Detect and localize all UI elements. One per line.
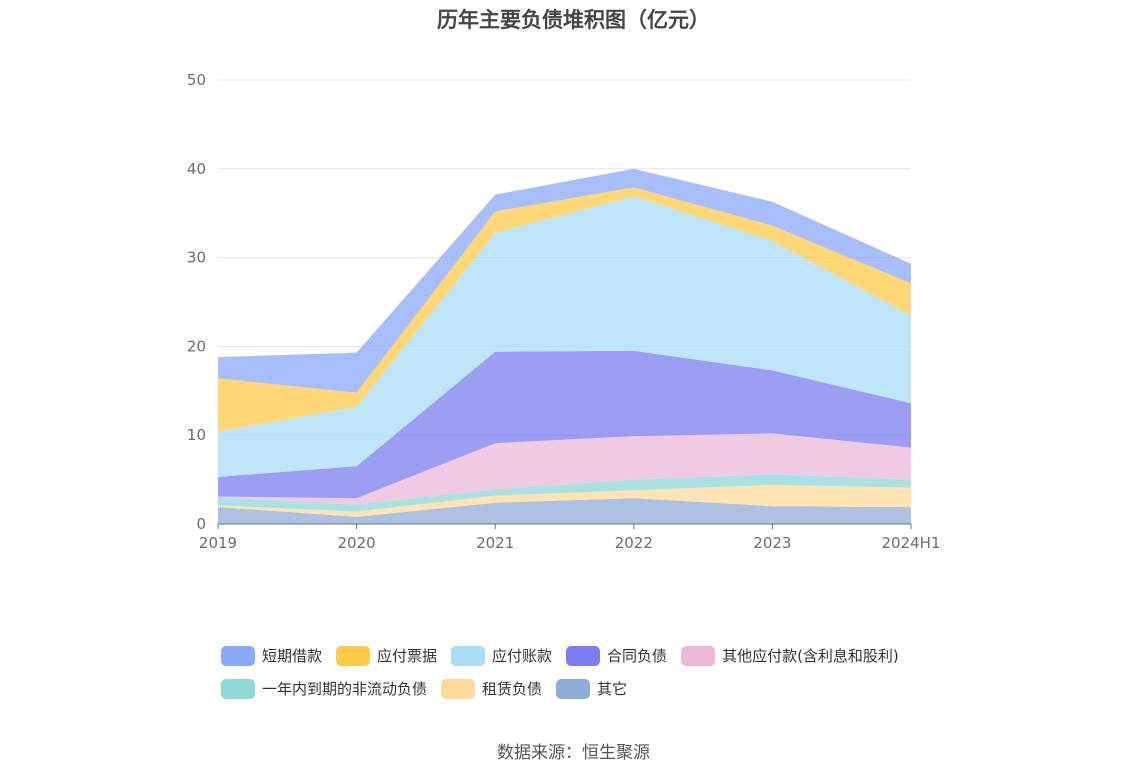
legend-row: 短期借款 应付票据 应付账款 合同负债 其他应付款(含利息和股利)	[221, 639, 1021, 672]
legend-label: 应付账款	[492, 647, 553, 665]
legend-swatch	[336, 645, 371, 666]
y-tick-label: 50	[187, 71, 206, 89]
chart-title: 历年主要负债堆积图（亿元）	[437, 8, 710, 32]
legend-swatch	[451, 645, 486, 666]
legend-swatch	[221, 645, 255, 666]
legend-item[interactable]: 租赁负债	[441, 678, 542, 699]
legend-item[interactable]: 合同负债	[566, 645, 667, 666]
legend-label: 其他应付款(含利息和股利)	[722, 647, 899, 665]
legend-label: 一年内到期的非流动负债	[262, 680, 428, 698]
x-tick-label: 2024H1	[882, 534, 941, 552]
area-series	[218, 196, 911, 477]
legend-label: 应付票据	[377, 647, 438, 665]
y-tick-label: 40	[187, 160, 206, 178]
legend-item[interactable]: 其他应付款(含利息和股利)	[681, 645, 899, 666]
area-series	[218, 168, 911, 393]
legend-label: 其它	[597, 680, 628, 698]
legend-item[interactable]: 其它	[556, 678, 627, 699]
legend-label: 合同负债	[607, 647, 668, 665]
y-tick-label: 30	[187, 249, 206, 267]
data-source: 数据来源：恒生聚源	[497, 743, 650, 763]
legend-item[interactable]: 一年内到期的非流动负债	[221, 678, 427, 699]
x-tick-label: 2021	[476, 534, 514, 552]
legend-swatch	[441, 678, 476, 699]
legend-row: 一年内到期的非流动负债 租赁负债 其它	[221, 672, 1021, 705]
legend: 短期借款 应付票据 应付账款 合同负债 其他应付款(含利息和股利) 一年内到期的非流动负…	[221, 639, 1021, 705]
area-series	[218, 474, 911, 512]
legend-label: 租赁负债	[482, 680, 543, 698]
x-tick-label: 2022	[615, 534, 653, 552]
area-series	[218, 187, 911, 432]
legend-swatch	[556, 678, 591, 699]
area-series	[218, 498, 911, 524]
y-tick-label: 20	[187, 337, 206, 355]
area-series	[218, 350, 911, 499]
legend-item[interactable]: 应付账款	[451, 645, 552, 666]
legend-item[interactable]: 应付票据	[336, 645, 437, 666]
y-tick-label: 10	[187, 426, 206, 444]
x-tick-label: 2023	[753, 534, 791, 552]
legend-swatch	[681, 645, 716, 666]
x-tick-label: 2019	[199, 534, 237, 552]
legend-label: 短期借款	[262, 647, 323, 665]
legend-item[interactable]: 短期借款	[221, 645, 322, 666]
area-series	[218, 433, 911, 505]
x-tick-label: 2020	[338, 534, 376, 552]
legend-swatch	[566, 645, 601, 666]
y-tick-label: 0	[196, 515, 206, 533]
area-series	[218, 484, 911, 517]
legend-swatch	[221, 678, 255, 699]
stacked-area-chart: 0 10 20 30 40 50 2019 2020 2021 2022 2023 2024H1	[187, 71, 941, 552]
